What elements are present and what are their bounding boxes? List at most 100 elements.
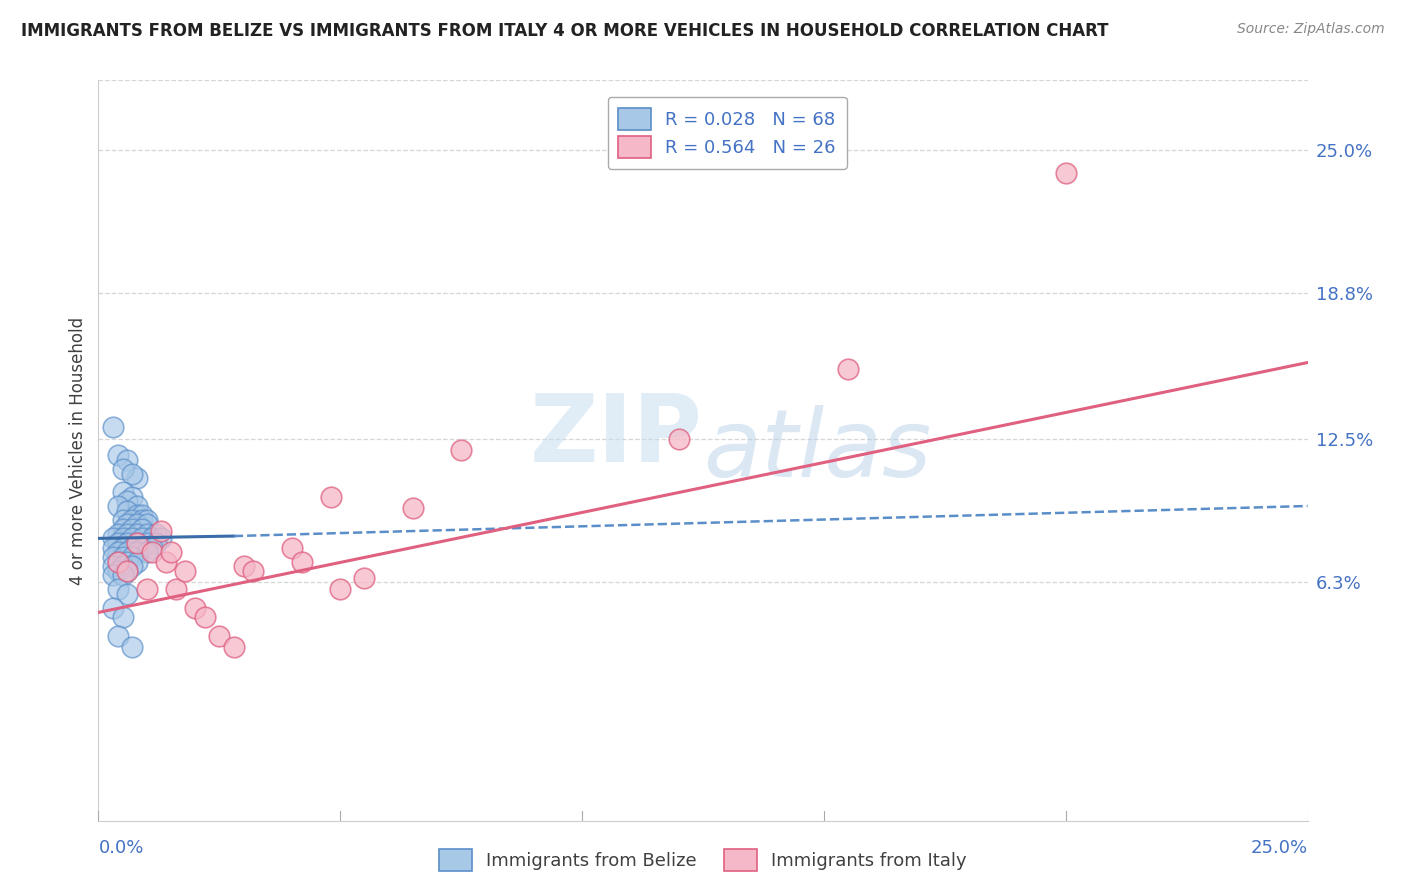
Point: [117, 554, 139, 569]
Point: [184, 600, 207, 615]
Point: [131, 522, 153, 536]
Point: [101, 541, 124, 555]
Point: [121, 490, 143, 504]
Text: 25.0%: 25.0%: [1250, 839, 1308, 857]
Point: [111, 532, 134, 546]
Point: [117, 503, 139, 517]
Point: [121, 559, 143, 574]
Point: [141, 532, 163, 546]
Point: [837, 362, 859, 376]
Point: [117, 526, 139, 541]
Point: [111, 541, 134, 555]
Point: [208, 628, 231, 642]
Point: [117, 494, 139, 508]
Point: [101, 532, 124, 546]
Legend: Immigrants from Belize, Immigrants from Italy: Immigrants from Belize, Immigrants from …: [432, 842, 974, 879]
Point: [111, 513, 134, 527]
Point: [232, 559, 254, 574]
Point: [117, 517, 139, 532]
Point: [165, 582, 187, 597]
Point: [353, 571, 375, 585]
Point: [135, 582, 157, 597]
Point: [1054, 166, 1077, 180]
Point: [127, 536, 149, 550]
Point: [107, 448, 129, 462]
Point: [101, 600, 124, 615]
Point: [174, 564, 197, 578]
Point: [111, 485, 134, 500]
Point: [150, 524, 173, 539]
Text: 0.0%: 0.0%: [98, 839, 143, 857]
Point: [111, 549, 134, 564]
Point: [107, 554, 129, 569]
Point: [121, 467, 143, 481]
Point: [290, 554, 312, 569]
Point: [107, 536, 129, 550]
Point: [117, 564, 139, 578]
Point: [131, 532, 153, 546]
Point: [135, 526, 157, 541]
Point: [135, 536, 157, 550]
Point: [127, 517, 149, 532]
Point: [668, 432, 690, 446]
Text: ZIP: ZIP: [530, 390, 703, 482]
Point: [141, 545, 163, 559]
Y-axis label: 4 or more Vehicles in Household: 4 or more Vehicles in Household: [69, 317, 87, 584]
Point: [127, 471, 149, 485]
Point: [101, 420, 124, 434]
Point: [107, 564, 129, 578]
Text: atlas: atlas: [703, 405, 931, 496]
Point: [194, 610, 217, 624]
Text: IMMIGRANTS FROM BELIZE VS IMMIGRANTS FROM ITALY 4 OR MORE VEHICLES IN HOUSEHOLD : IMMIGRANTS FROM BELIZE VS IMMIGRANTS FRO…: [21, 22, 1108, 40]
Point: [150, 532, 173, 546]
Point: [101, 549, 124, 564]
Point: [127, 499, 149, 513]
Point: [117, 587, 139, 601]
Point: [101, 559, 124, 574]
Point: [329, 582, 352, 597]
Point: [131, 513, 153, 527]
Legend: R = 0.028   N = 68, R = 0.564   N = 26: R = 0.028 N = 68, R = 0.564 N = 26: [607, 96, 846, 169]
Point: [222, 640, 245, 654]
Point: [131, 508, 153, 523]
Point: [127, 508, 149, 523]
Point: [121, 513, 143, 527]
Point: [111, 568, 134, 582]
Point: [121, 522, 143, 536]
Point: [155, 554, 177, 569]
Point: [121, 532, 143, 546]
Point: [117, 452, 139, 467]
Point: [127, 554, 149, 569]
Point: [135, 517, 157, 532]
Point: [101, 568, 124, 582]
Point: [402, 501, 425, 516]
Point: [281, 541, 304, 555]
Point: [135, 513, 157, 527]
Point: [127, 545, 149, 559]
Point: [145, 526, 167, 541]
Point: [141, 541, 163, 555]
Point: [107, 499, 129, 513]
Point: [135, 545, 157, 559]
Point: [121, 549, 143, 564]
Point: [107, 526, 129, 541]
Point: [117, 536, 139, 550]
Point: [242, 564, 264, 578]
Point: [131, 541, 153, 555]
Point: [160, 545, 183, 559]
Point: [107, 545, 129, 559]
Point: [111, 559, 134, 574]
Point: [450, 443, 472, 458]
Point: [111, 522, 134, 536]
Point: [121, 541, 143, 555]
Point: [121, 640, 143, 654]
Point: [111, 462, 134, 476]
Point: [117, 545, 139, 559]
Point: [107, 582, 129, 597]
Text: Source: ZipAtlas.com: Source: ZipAtlas.com: [1237, 22, 1385, 37]
Point: [117, 564, 139, 578]
Point: [319, 490, 342, 504]
Point: [107, 554, 129, 569]
Point: [111, 610, 134, 624]
Point: [107, 628, 129, 642]
